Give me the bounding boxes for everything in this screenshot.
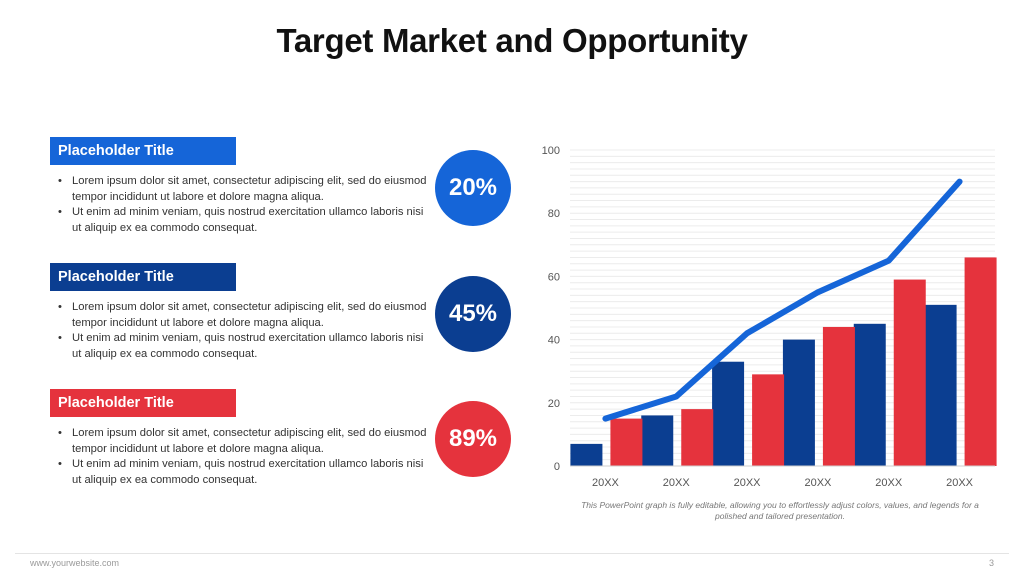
x-tick-label: 20XX (804, 477, 832, 489)
bar (681, 409, 714, 466)
section-2-bullet-2: Ut enim ad minim veniam, quis nostrud ex… (50, 331, 430, 362)
bar (853, 323, 886, 466)
section-3-bullet-2: Ut enim ad minim veniam, quis nostrud ex… (50, 457, 430, 488)
bar (712, 361, 745, 466)
y-tick-label: 100 (542, 145, 560, 157)
page-number: 3 (988, 558, 994, 568)
series-line (602, 178, 963, 422)
section-1-heading: Placeholder Title (50, 137, 236, 165)
y-tick-label: 80 (548, 208, 560, 220)
y-tick-label: 40 (548, 335, 560, 347)
y-tick-label: 60 (548, 271, 560, 283)
x-tick-label: 20XX (875, 477, 903, 489)
bar (610, 418, 643, 466)
section-2-bullets: Lorem ipsum dolor sit amet, consectetur … (50, 300, 430, 362)
chart-caption: This PowerPoint graph is fully editable,… (581, 500, 979, 521)
page-title: Target Market and Opportunity (276, 22, 748, 59)
section-3: Placeholder Title Lorem ipsum dolor sit … (50, 389, 430, 488)
chart-axes: 0 20 40 60 80 100 20XX 20XX 20XX 20XX 20XX 20XX (542, 145, 995, 489)
bar (924, 304, 957, 466)
section-1: Placeholder Title Lorem ipsum dolor sit … (50, 137, 430, 236)
section-3-heading: Placeholder Title (50, 389, 236, 417)
section-3-bullets: Lorem ipsum dolor sit amet, consectetur … (50, 426, 430, 488)
bar (641, 415, 674, 466)
y-tick-label: 20 (548, 398, 560, 410)
x-tick-label: 20XX (734, 477, 762, 489)
x-tick-label: 20XX (946, 477, 974, 489)
stat-circle-1: 20% (435, 150, 511, 226)
section-2-heading: Placeholder Title (50, 263, 236, 291)
chart-bars (570, 257, 997, 466)
stat-circle-2: 45% (435, 276, 511, 352)
footer-url: www.yourwebsite.com (30, 558, 120, 568)
section-1-bullet-1: Lorem ipsum dolor sit amet, consectetur … (50, 174, 430, 205)
bar (893, 279, 926, 466)
bar (782, 339, 815, 466)
section-3-bullet-1: Lorem ipsum dolor sit amet, consectetur … (50, 426, 430, 457)
bar (752, 374, 785, 466)
footer-divider (15, 553, 1009, 554)
y-tick-label: 0 (554, 461, 560, 473)
bar (964, 257, 997, 466)
bar (822, 326, 855, 466)
section-1-bullets: Lorem ipsum dolor sit amet, consectetur … (50, 174, 430, 236)
chart-line (602, 178, 963, 422)
bar-line-chart: 0 20 40 60 80 100 20XX 20XX 20XX 20XX 20XX 20XX (542, 145, 997, 489)
x-tick-label: 20XX (592, 477, 620, 489)
x-tick-label: 20XX (663, 477, 691, 489)
section-2-bullet-1: Lorem ipsum dolor sit amet, consectetur … (50, 300, 430, 331)
section-1-bullet-2: Ut enim ad minim veniam, quis nostrud ex… (50, 205, 430, 236)
bar (570, 443, 603, 466)
section-2: Placeholder Title Lorem ipsum dolor sit … (50, 263, 430, 362)
stat-circle-3: 89% (435, 401, 511, 477)
